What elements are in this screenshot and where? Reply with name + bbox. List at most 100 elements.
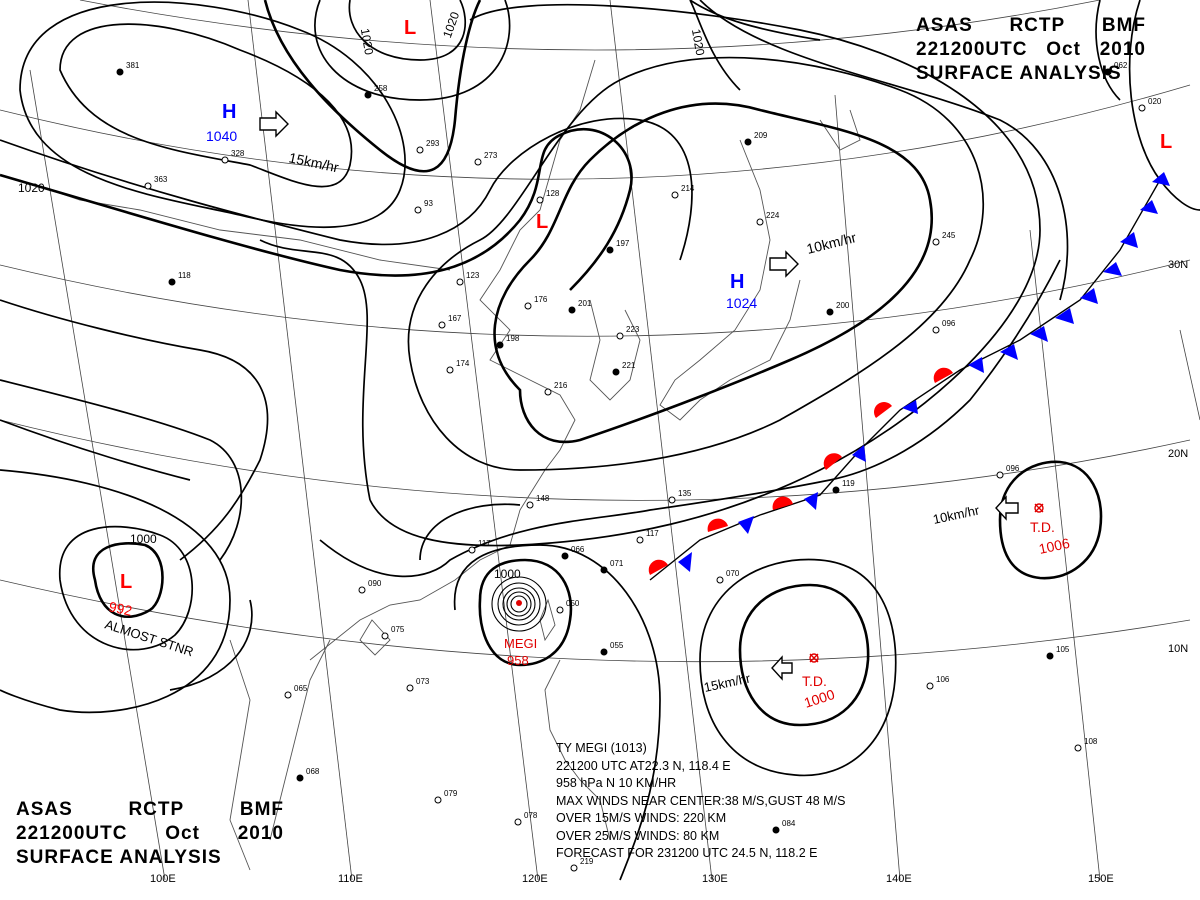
station-value: 062: [1114, 61, 1128, 70]
high-pressure-value: 1040: [206, 128, 237, 144]
isobar-outer-3: [689, 0, 1069, 301]
station-value: 214: [681, 184, 695, 193]
cold-triangle: [1030, 326, 1048, 342]
cold-triangle: [1120, 232, 1138, 248]
agency-code: ASAS: [916, 15, 973, 36]
isobar-high-mid: [19, 1, 406, 228]
station-value: 93: [424, 199, 433, 208]
cold-triangle: [678, 552, 692, 572]
japan: [659, 139, 801, 421]
cold-front-triangles: [678, 172, 1170, 572]
station-marker: [606, 246, 614, 254]
valid-time: 221200UTC: [16, 823, 128, 844]
station-value: 135: [678, 489, 692, 498]
station-marker: [536, 196, 544, 204]
typhoon-info-line: TY MEGI (1013): [556, 741, 647, 755]
station-marker: [716, 576, 724, 584]
station-value: 055: [610, 641, 624, 650]
low-center-label: L: [404, 17, 416, 39]
typhoon-labels: MEGI 958: [504, 636, 537, 668]
station-value: 174: [456, 359, 470, 368]
parallel-20n: [0, 419, 1191, 501]
station-value: 198: [506, 334, 520, 343]
station-value: 078: [524, 811, 538, 820]
lon-label: 110E: [338, 873, 363, 885]
high-pressure-value: 1024: [726, 295, 757, 311]
lon-label: 140E: [886, 873, 912, 885]
station-marker: [600, 566, 608, 574]
isobar-label: 1020: [18, 181, 45, 195]
typhoon-ring: [506, 591, 532, 617]
station-value: 197: [616, 239, 630, 248]
station-marker: [221, 156, 229, 164]
typhoon-pressure: 958: [507, 653, 529, 668]
isobar-td-east: [998, 460, 1103, 580]
low-center-label: L: [536, 211, 548, 233]
td-center-icon: [1034, 503, 1044, 513]
station-value: 119: [842, 479, 855, 488]
parallel-40n: [0, 84, 1191, 180]
station-value: 108: [1084, 737, 1098, 746]
isobar-1020-north: [0, 128, 633, 291]
station-value: 201: [578, 299, 592, 308]
cold-triangle: [1103, 262, 1122, 276]
motion-arrows: [259, 110, 1019, 681]
meridian-160e: [1179, 329, 1200, 421]
station-value: 273: [484, 151, 498, 160]
station-value: 050: [566, 599, 580, 608]
header-agency-row: ASAS RCTP BMF: [16, 798, 284, 822]
warm-bump: [648, 559, 668, 575]
cold-triangle: [1000, 344, 1018, 360]
isobar-outer-1: [407, 56, 985, 471]
station-marker: [1104, 68, 1112, 76]
isobar-label: 1020: [440, 10, 462, 40]
isobar-1024-high: [493, 102, 933, 444]
valid-year: 2010: [237, 823, 284, 844]
isobar-low-sw-outer: [0, 469, 231, 714]
luzon: [544, 659, 611, 841]
cold-triangle: [852, 445, 866, 462]
station-marker: [668, 496, 676, 504]
station-value: 216: [554, 381, 568, 390]
station-value: 381: [126, 61, 140, 70]
isobar-outer-2: [259, 3, 1041, 547]
warm-bump: [933, 367, 953, 383]
cold-triangle: [804, 492, 818, 510]
isobar-label: 1000: [130, 532, 157, 546]
station-marker: [381, 632, 389, 640]
meridian-130e: [609, 0, 713, 881]
station-marker: [1046, 652, 1054, 660]
station-value: 221: [622, 361, 636, 370]
header-time-row: 221200UTC Oct 2010: [916, 38, 1146, 62]
low-status-label: ALMOST STNR: [103, 617, 195, 660]
station-marker: [526, 501, 534, 509]
station-value: 073: [416, 677, 430, 686]
high-motion-label: 15km/hr: [287, 149, 340, 175]
station-marker: [414, 206, 422, 214]
cold-triangle: [902, 400, 918, 414]
parallel-10n: [0, 579, 1191, 663]
station-marker: [364, 91, 372, 99]
chart-title: SURFACE ANALYSIS: [16, 847, 222, 868]
station-value: 075: [391, 625, 405, 634]
station-value: 084: [782, 819, 796, 828]
isobar-west-2: [0, 379, 253, 691]
station-value: 068: [306, 767, 320, 776]
high-center-label: H: [730, 271, 744, 293]
station-value: 209: [754, 131, 768, 140]
isobar-south-2: [419, 503, 521, 561]
station-value: 148: [536, 494, 550, 503]
parallel-30n: [0, 259, 1191, 337]
station-marker: [358, 586, 366, 594]
station-marker: [826, 308, 834, 316]
station-value: 071: [610, 559, 624, 568]
stationary-front: [648, 172, 1170, 581]
valid-time: 221200UTC: [916, 39, 1028, 60]
station-value: 219: [580, 857, 594, 866]
station-marker: [296, 774, 304, 782]
td-label: T.D.: [1030, 519, 1055, 535]
mongolia-border: [19, 179, 451, 271]
station-marker: [832, 486, 840, 494]
lon-label: 100E: [150, 873, 176, 885]
meridian-110e: [247, 0, 353, 881]
